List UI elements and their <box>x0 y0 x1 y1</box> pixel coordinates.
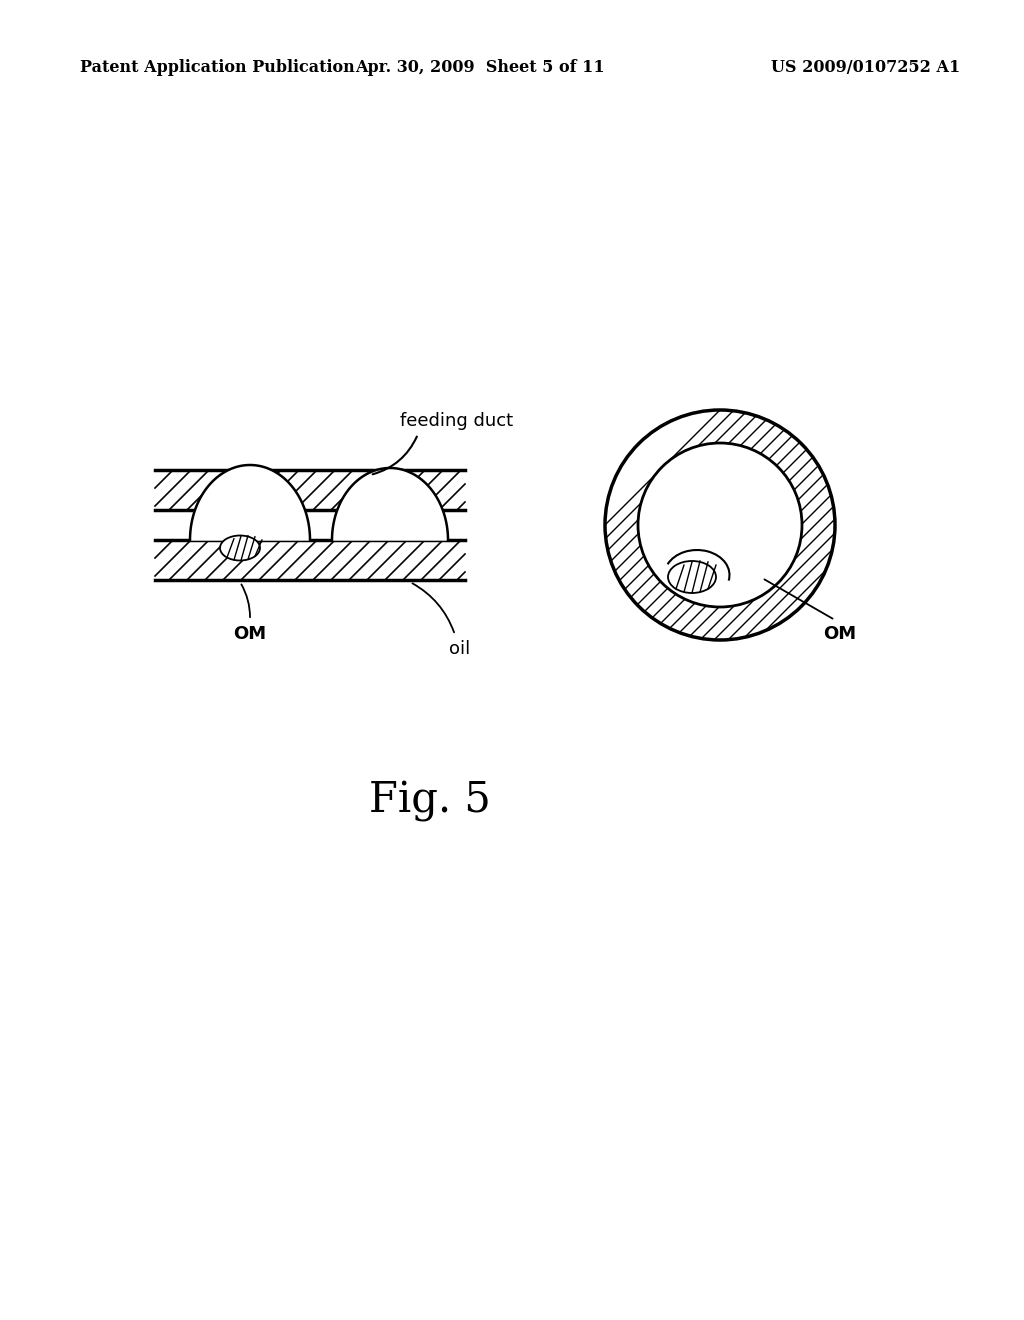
Ellipse shape <box>220 536 260 561</box>
Text: oil: oil <box>450 640 471 657</box>
Text: Fig. 5: Fig. 5 <box>369 780 490 822</box>
Circle shape <box>638 444 802 607</box>
FancyArrowPatch shape <box>373 437 417 474</box>
Text: OM: OM <box>823 624 856 643</box>
Bar <box>155 540 465 579</box>
Bar <box>155 470 465 510</box>
Text: Patent Application Publication: Patent Application Publication <box>80 59 354 77</box>
Text: Apr. 30, 2009  Sheet 5 of 11: Apr. 30, 2009 Sheet 5 of 11 <box>355 59 605 77</box>
Text: feeding duct: feeding duct <box>400 412 513 430</box>
Ellipse shape <box>668 561 716 593</box>
Circle shape <box>605 411 835 640</box>
Polygon shape <box>190 465 310 540</box>
Text: OM: OM <box>233 624 266 643</box>
Text: US 2009/0107252 A1: US 2009/0107252 A1 <box>771 59 961 77</box>
Polygon shape <box>332 469 449 540</box>
